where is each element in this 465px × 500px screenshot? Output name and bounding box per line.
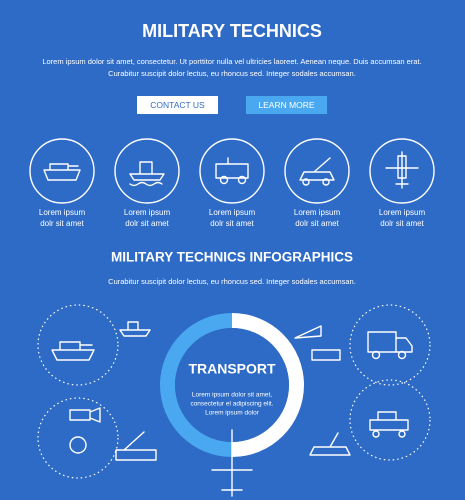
icon-circle <box>284 138 350 204</box>
plane-icon <box>385 151 419 189</box>
item-label: dolr sit amet <box>380 219 424 228</box>
contact-button[interactable] <box>137 96 218 114</box>
item-label: dolr sit amet <box>40 219 84 228</box>
icon-circle <box>199 138 265 204</box>
center-text: Lorem ipsum dolor <box>205 410 260 417</box>
learn-label[interactable]: LEARN MORE <box>258 100 315 110</box>
intro-line: Lorem ipsum dolor sit amet, consectetur.… <box>42 57 421 66</box>
infographic-title: MILITARY TECHNICS INFOGRAPHICS <box>111 250 353 265</box>
item-label: dolr sit amet <box>295 219 339 228</box>
contact-label[interactable]: CONTACT US <box>150 100 205 110</box>
icon-circle <box>114 138 180 204</box>
item-label: Lorem ipsum <box>379 208 426 217</box>
item-label: Lorem ipsum <box>39 208 86 217</box>
ring <box>160 313 304 457</box>
intro-line: Curabitur suscipit dolor lectus, eu rhon… <box>108 69 356 78</box>
satellites <box>37 304 431 497</box>
item-label: dolr sit amet <box>125 219 169 228</box>
icon-row <box>43 151 419 189</box>
item-label: Lorem ipsum <box>209 208 256 217</box>
title: MILITARY TECHNICS <box>142 21 322 41</box>
center-text: Lorem ipsum dolor sit amet, <box>192 392 272 399</box>
center-title: TRANSPORT <box>188 361 276 377</box>
artillery-icon <box>299 157 335 186</box>
jeep-icon <box>215 157 249 185</box>
icon-circle <box>369 138 435 204</box>
boat-icon <box>129 161 165 187</box>
learn-button[interactable] <box>246 96 327 114</box>
item-label: Lorem ipsum <box>294 208 341 217</box>
icon-circle <box>29 138 95 204</box>
infographic-subtitle: Curabitur suscipit dolor lectus, eu rhon… <box>108 277 356 286</box>
center-text: consectetur el adipiscing elit. <box>190 401 273 408</box>
item-label: dolr sit amet <box>210 219 254 228</box>
item-label: Lorem ipsum <box>124 208 171 217</box>
tank-icon <box>43 163 81 181</box>
